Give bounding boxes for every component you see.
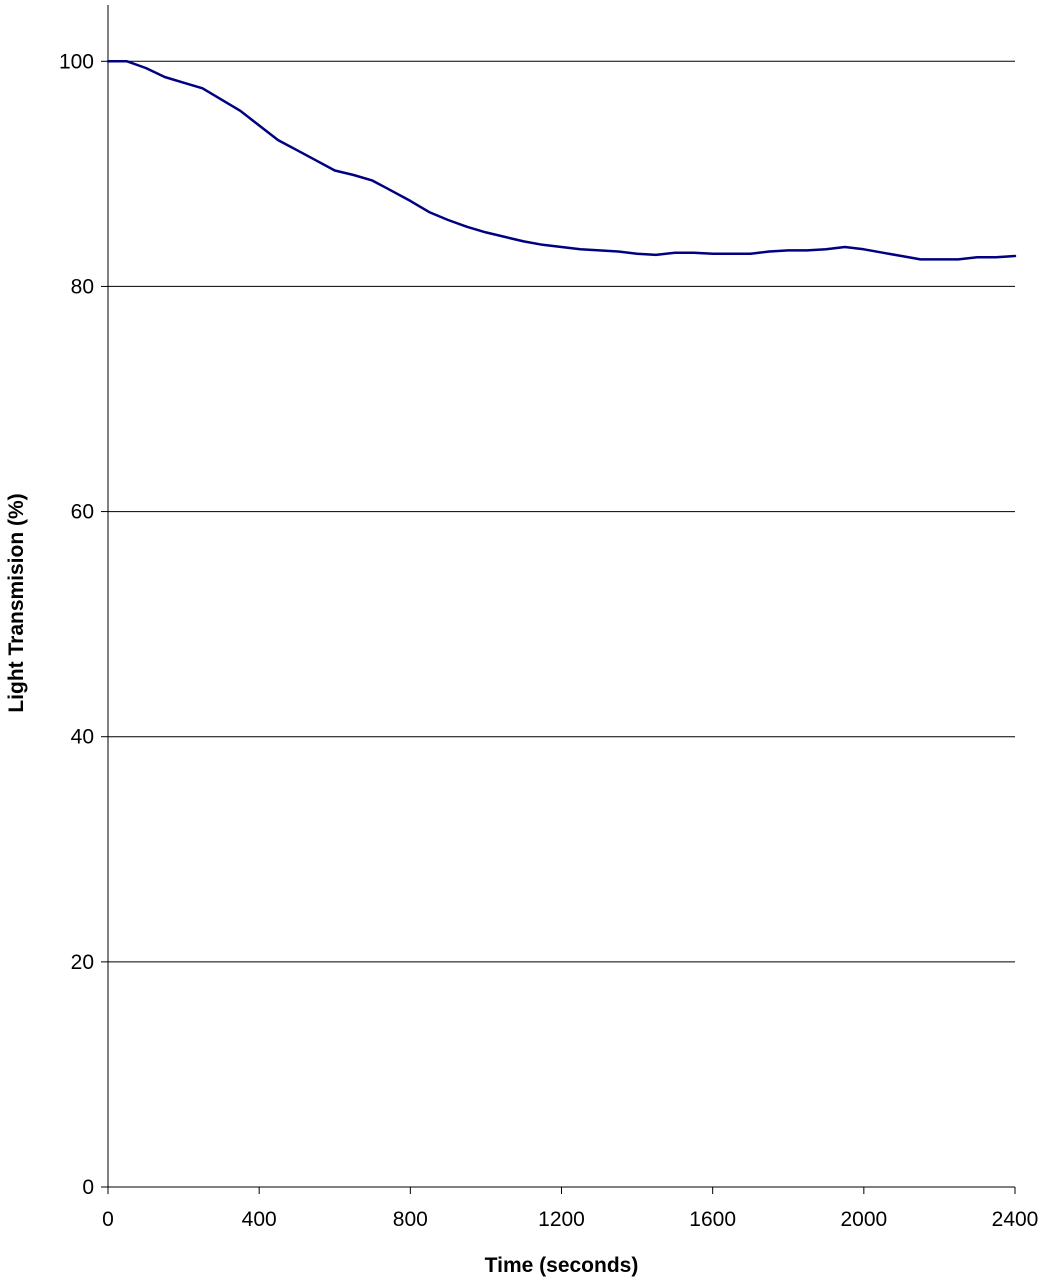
data-point (239, 109, 242, 112)
x-tick-label: 1600 (689, 1208, 736, 1231)
data-point (447, 219, 450, 221)
data-point (730, 252, 733, 255)
data-point (995, 256, 998, 259)
data-point (522, 240, 525, 243)
data-point (182, 81, 185, 84)
data-point (692, 251, 695, 254)
data-point (825, 248, 827, 251)
data-point (881, 251, 884, 254)
x-tick-label: 800 (393, 1208, 428, 1231)
data-point (976, 256, 979, 259)
tick-labels: 0 20 40 60 80 100 0 400 800 1200 1600 2000 2400 (59, 50, 1038, 1231)
x-tick-label: 400 (242, 1208, 277, 1231)
data-point (579, 248, 582, 251)
data-point (466, 225, 468, 228)
data-point (957, 258, 960, 261)
data-point (277, 139, 279, 141)
y-tick-label: 60 (71, 501, 94, 524)
data-point (352, 174, 355, 176)
y-tick-label: 80 (71, 275, 94, 298)
data-point (107, 60, 109, 63)
y-axis-title: Light Transmision (%) (5, 493, 28, 712)
x-axis-title: Time (seconds) (485, 1254, 639, 1277)
x-tick-label: 2000 (840, 1208, 887, 1231)
data-point (258, 124, 261, 127)
data-point (655, 254, 657, 256)
data-point (617, 250, 620, 253)
axes (101, 5, 1016, 1194)
data-point (768, 250, 771, 253)
data-point (862, 248, 865, 251)
data-point (636, 252, 638, 255)
data-point (220, 98, 223, 101)
data-point (806, 249, 809, 252)
data-point (125, 60, 128, 63)
data-point (844, 246, 846, 248)
y-tick-label: 0 (82, 1176, 94, 1199)
data-point (201, 87, 204, 90)
data-point (938, 258, 941, 261)
x-tick-label: 1200 (538, 1208, 585, 1231)
x-tick-label: 0 (102, 1208, 114, 1231)
data-point (749, 252, 752, 255)
data-point (296, 149, 298, 152)
data-point (919, 258, 922, 261)
data-point (390, 189, 393, 192)
data-point (711, 252, 714, 255)
data-point (333, 169, 336, 172)
data-point (163, 76, 166, 78)
y-tick-label: 40 (71, 726, 94, 749)
data-point (787, 249, 790, 252)
data-point (371, 179, 374, 182)
data-point (673, 251, 676, 254)
y-tick-label: 100 (59, 50, 94, 73)
data-point (541, 243, 544, 246)
data-point (560, 246, 563, 248)
data-point (314, 159, 317, 162)
gridlines (108, 60, 1015, 963)
series-layer (106, 60, 1017, 261)
data-point (485, 231, 487, 234)
y-tick-label: 20 (71, 951, 94, 974)
data-point (409, 199, 412, 202)
x-tick-label: 2400 (992, 1208, 1039, 1231)
data-point (900, 255, 903, 257)
data-point (503, 235, 506, 238)
data-point (1014, 255, 1016, 257)
data-point (428, 211, 431, 214)
data-point (144, 67, 147, 69)
data-point (598, 249, 601, 252)
